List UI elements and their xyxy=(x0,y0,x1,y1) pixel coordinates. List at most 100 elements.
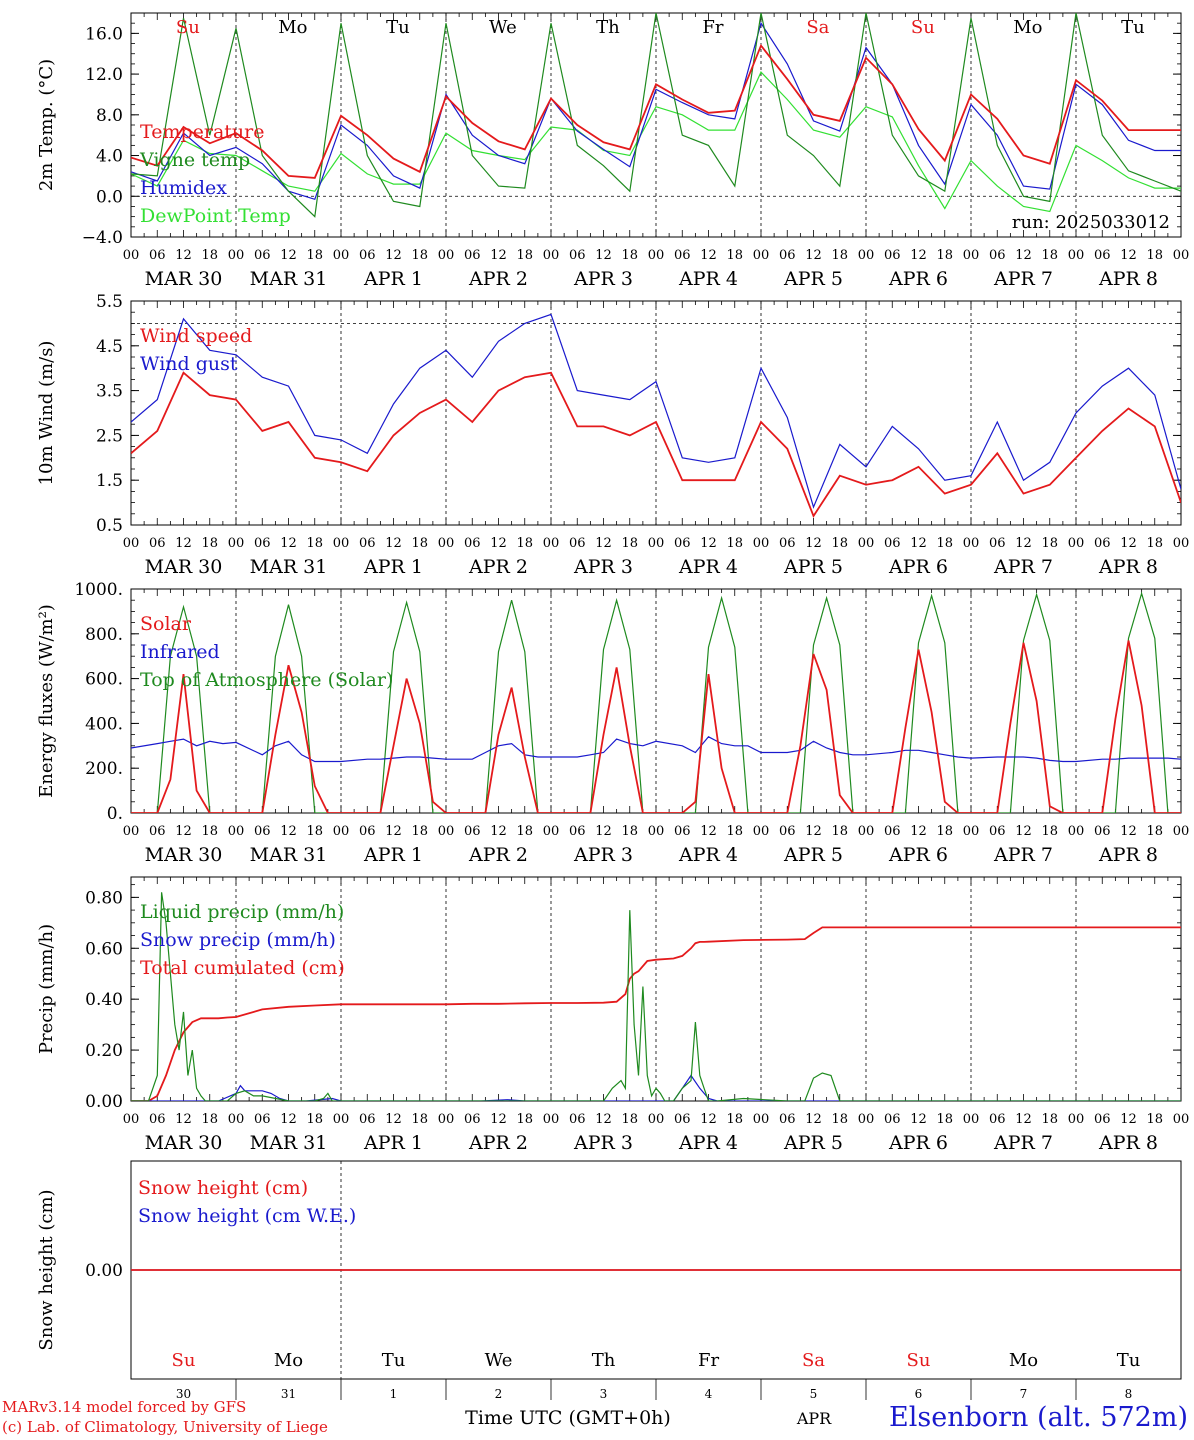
hour-tick-label: 18 xyxy=(1041,824,1058,839)
hour-tick-label: 12 xyxy=(595,1112,612,1127)
hour-tick-label: 18 xyxy=(831,1112,848,1127)
day-label: MAR 30 xyxy=(145,556,223,578)
x-axis-label: Time UTC (GMT+0h) xyxy=(465,1407,671,1429)
hour-tick-label: 00 xyxy=(543,824,560,839)
hour-tick-label: 18 xyxy=(516,248,533,263)
hour-tick-label: 18 xyxy=(936,248,953,263)
hour-tick-label: 18 xyxy=(201,1112,218,1127)
hour-tick-label: 18 xyxy=(831,248,848,263)
day-label: APR 5 xyxy=(783,844,843,866)
day-label: APR 4 xyxy=(678,844,738,866)
footer-model: MARv3.14 model forced by GFS xyxy=(2,1398,247,1416)
day-label: APR 2 xyxy=(468,1132,528,1154)
series-line xyxy=(131,371,1181,518)
series-line xyxy=(131,21,1181,201)
y-tick-label: 600. xyxy=(85,670,123,690)
hour-tick-label: 00 xyxy=(438,536,455,551)
hour-tick-label: 06 xyxy=(464,248,481,263)
hour-tick-label: 06 xyxy=(989,1112,1006,1127)
hour-tick-label: 06 xyxy=(359,1112,376,1127)
hour-tick-label: 12 xyxy=(280,1112,297,1127)
day-label: APR 7 xyxy=(993,844,1053,866)
hour-tick-label: 06 xyxy=(989,248,1006,263)
y-tick-label: 400. xyxy=(85,714,123,734)
y-tick-label: 3.5 xyxy=(96,382,123,402)
day-label: MAR 30 xyxy=(145,844,223,866)
y-axis-label: Snow height (cm) xyxy=(36,1189,57,1350)
footer-lab: (c) Lab. of Climatology, University of L… xyxy=(2,1418,328,1436)
day-label: APR 7 xyxy=(993,1132,1053,1154)
y-tick-label: 0.80 xyxy=(85,888,123,908)
weekday-label: Su xyxy=(172,1350,196,1371)
y-tick-label: 0.40 xyxy=(85,990,123,1010)
legend-entry: Humidex xyxy=(140,177,227,199)
day-label: APR 2 xyxy=(468,556,528,578)
hour-tick-label: 18 xyxy=(516,1112,533,1127)
day-label: APR 8 xyxy=(1098,556,1158,578)
hour-tick-label: 18 xyxy=(306,824,323,839)
hour-tick-label: 00 xyxy=(753,536,770,551)
hour-tick-label: 18 xyxy=(936,1112,953,1127)
y-tick-label: 0. xyxy=(107,804,123,824)
day-label: APR 6 xyxy=(888,556,948,578)
y-tick-label: 1000. xyxy=(74,580,123,600)
panel-1: 16.0 12.0 8.0 4.0 0.0 −4.0 2m Temp. (°C) Temper… xyxy=(36,12,1189,290)
hour-tick-label: 18 xyxy=(411,1112,428,1127)
legend-entry: Liquid precip (mm/h) xyxy=(140,901,344,923)
day-number-label: 8 xyxy=(1125,1387,1133,1401)
hour-tick-label: 12 xyxy=(175,1112,192,1127)
hour-tick-label: 12 xyxy=(700,536,717,551)
y-tick-label: 8.0 xyxy=(96,106,123,126)
hour-tick-label: 12 xyxy=(595,248,612,263)
hour-tick-label: 18 xyxy=(1146,536,1163,551)
panels: 16.0 12.0 8.0 4.0 0.0 −4.0 2m Temp. (°C) Temper… xyxy=(36,12,1190,1401)
y-tick-label: 12.0 xyxy=(85,65,123,85)
hour-tick-label: 00 xyxy=(753,248,770,263)
hour-tick-label: 12 xyxy=(805,248,822,263)
hour-tick-label: 12 xyxy=(1015,536,1032,551)
weekday-label: Sa xyxy=(802,1350,825,1371)
hour-tick-label: 00 xyxy=(648,248,665,263)
legend-entry: DewPoint Temp xyxy=(140,205,291,227)
weekday-label: Su xyxy=(911,17,935,38)
day-label: APR 8 xyxy=(1098,268,1158,290)
hour-tick-label: 00 xyxy=(228,536,245,551)
day-label: APR 6 xyxy=(888,844,948,866)
day-label: APR 5 xyxy=(783,1132,843,1154)
weekday-label: Mo xyxy=(274,1350,303,1371)
hour-tick-label: 00 xyxy=(648,536,665,551)
day-label: APR 8 xyxy=(1098,844,1158,866)
series-line xyxy=(131,892,1181,1101)
day-number-label: 31 xyxy=(281,1387,296,1401)
hour-tick-label: 00 xyxy=(963,1112,980,1127)
y-tick-label: 0.00 xyxy=(85,1261,123,1281)
hour-tick-label: 18 xyxy=(516,824,533,839)
day-number-label: 5 xyxy=(810,1387,818,1401)
day-number-label: 7 xyxy=(1020,1387,1028,1401)
hour-tick-label: 00 xyxy=(438,824,455,839)
hour-tick-label: 12 xyxy=(910,1112,927,1127)
weekday-label: Tu xyxy=(1117,1350,1141,1371)
hour-tick-label: 00 xyxy=(228,248,245,263)
legend-entry: Wind gust xyxy=(140,353,238,375)
hour-tick-label: 12 xyxy=(700,1112,717,1127)
day-label: APR 3 xyxy=(573,268,633,290)
legend-entry: Wind speed xyxy=(140,325,252,347)
hour-tick-label: 18 xyxy=(1146,248,1163,263)
hour-tick-label: 06 xyxy=(254,1112,271,1127)
y-tick-label: 4.5 xyxy=(96,337,123,357)
hour-tick-label: 00 xyxy=(1068,824,1085,839)
hour-tick-label: 00 xyxy=(1173,1112,1190,1127)
hour-tick-label: 12 xyxy=(805,536,822,551)
day-label: APR 7 xyxy=(993,268,1053,290)
hour-tick-label: 18 xyxy=(411,824,428,839)
day-label: APR 4 xyxy=(678,1132,738,1154)
hour-tick-label: 18 xyxy=(1146,824,1163,839)
day-label: APR 5 xyxy=(783,556,843,578)
hour-tick-label: 00 xyxy=(753,824,770,839)
hour-tick-label: 06 xyxy=(674,1112,691,1127)
hour-tick-label: 00 xyxy=(963,824,980,839)
series-line xyxy=(131,640,1181,813)
hour-tick-label: 00 xyxy=(123,1112,140,1127)
hour-tick-label: 06 xyxy=(359,536,376,551)
